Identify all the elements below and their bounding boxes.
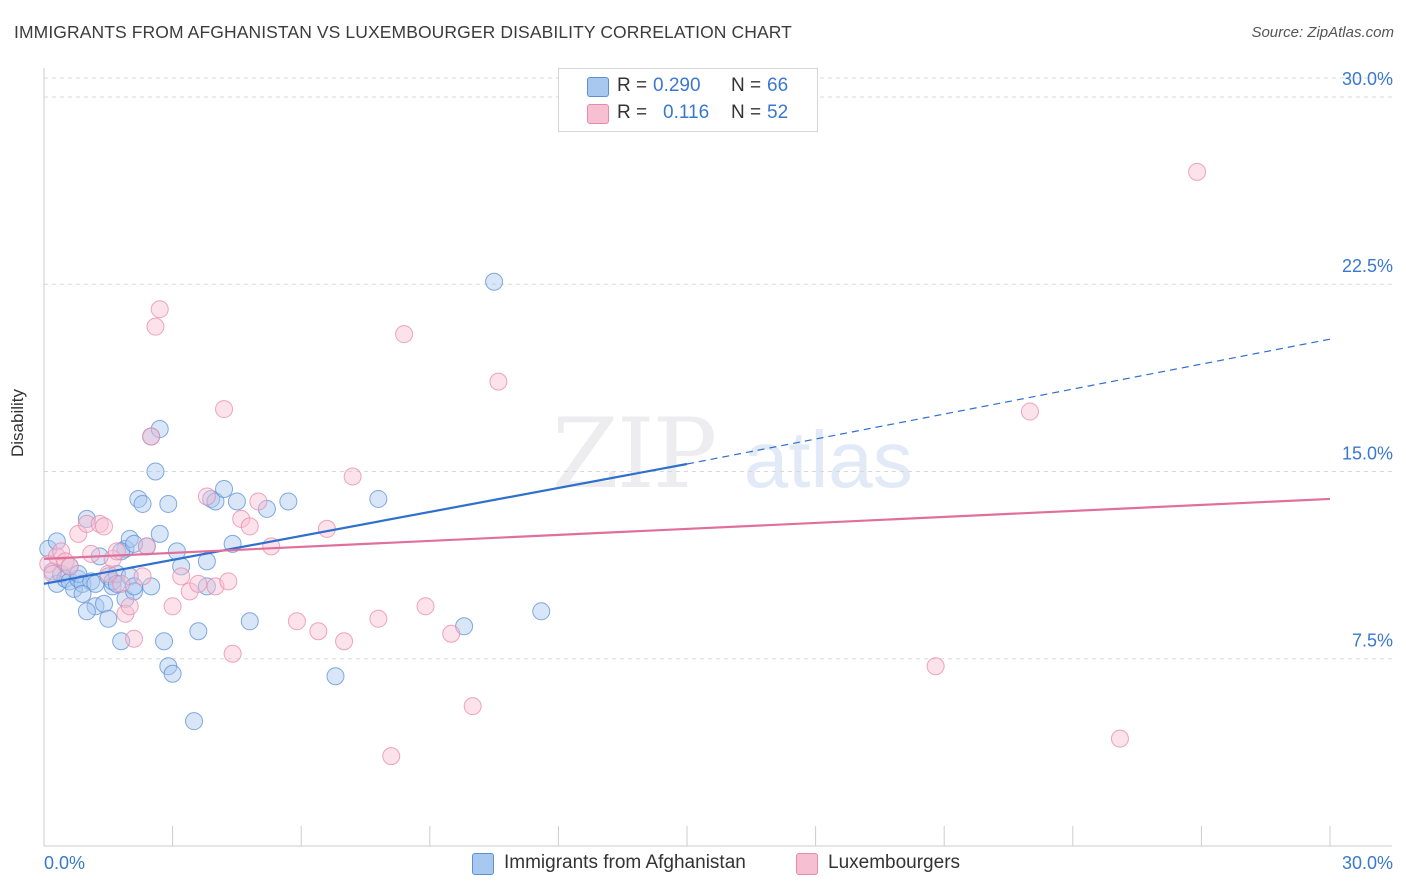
bottom-legend-label: Immigrants from Afghanistan bbox=[504, 852, 746, 873]
afghanistan-point bbox=[159, 494, 178, 513]
luxembourger-point bbox=[52, 542, 71, 561]
luxembourger-point bbox=[137, 537, 156, 556]
chart-title: IMMIGRANTS FROM AFGHANISTAN VS LUXEMBOUR… bbox=[14, 22, 792, 42]
bottom-legend-swatch-pink bbox=[796, 853, 818, 875]
y-tick-label: 30.0% bbox=[1342, 69, 1393, 89]
afghanistan-point bbox=[146, 462, 165, 481]
luxembourger-point bbox=[60, 557, 79, 576]
luxembourger-point bbox=[1188, 162, 1207, 181]
luxembourger-point bbox=[416, 597, 435, 616]
afghanistan-point bbox=[369, 489, 388, 508]
legend-swatch-blue bbox=[587, 77, 609, 97]
luxembourger-point bbox=[369, 609, 388, 628]
luxembourger-point bbox=[463, 697, 482, 716]
bottom-legend-label: Luxembourgers bbox=[828, 852, 961, 873]
luxembourger-point bbox=[82, 544, 101, 563]
luxembourger-point bbox=[1020, 402, 1039, 421]
watermark: ZIP atlas bbox=[552, 398, 913, 510]
afghanistan-trend-line bbox=[43, 462, 688, 585]
watermark-zip: ZIP bbox=[552, 398, 717, 510]
luxembourger-point bbox=[189, 574, 208, 593]
luxembourger-point bbox=[309, 622, 328, 641]
afghanistan-point bbox=[189, 622, 208, 641]
luxembourger-trend-line bbox=[43, 497, 1331, 560]
luxembourger-point bbox=[382, 747, 401, 766]
afghanistan-point bbox=[133, 494, 152, 513]
legend-r-label: R = bbox=[617, 75, 648, 96]
afghanistan-point bbox=[65, 579, 84, 598]
luxembourger-point bbox=[112, 574, 131, 593]
afghanistan-point bbox=[150, 524, 169, 543]
legend-r-value: 0.116 bbox=[663, 102, 710, 123]
luxembourger-point bbox=[142, 427, 161, 446]
luxembourger-point bbox=[133, 567, 152, 586]
afghanistan-point bbox=[99, 609, 118, 628]
source-label: Source: ZipAtlas.com bbox=[1251, 24, 1394, 41]
afghanistan-point bbox=[240, 612, 259, 631]
correlation-legend: R = 0.290 N = 66 R = 0.116 N = 52 bbox=[558, 68, 818, 132]
luxembourger-point bbox=[163, 597, 182, 616]
x-tick-label-end: 30.0% bbox=[1342, 853, 1393, 873]
luxembourger-point bbox=[125, 629, 144, 648]
bottom-legend-swatch-blue bbox=[472, 853, 494, 875]
luxembourger-point bbox=[335, 632, 354, 651]
luxembourger-point bbox=[1110, 729, 1129, 748]
luxembourger-point bbox=[219, 572, 238, 591]
afghanistan-point bbox=[206, 492, 225, 511]
y-tick-label: 7.5% bbox=[1352, 631, 1393, 651]
afghanistan-point bbox=[163, 664, 182, 683]
luxembourger-point bbox=[43, 564, 62, 583]
luxembourger-point bbox=[343, 467, 362, 486]
legend-r-value: 0.290 bbox=[653, 75, 701, 96]
afghanistan-trend-extension bbox=[686, 338, 1331, 465]
legend-n-value: 52 bbox=[767, 102, 789, 123]
y-tick-label: 15.0% bbox=[1342, 443, 1393, 463]
luxembourger-point bbox=[197, 487, 216, 506]
afghanistan-point bbox=[95, 594, 114, 613]
afghanistan-point bbox=[215, 479, 234, 498]
afghanistan-point bbox=[185, 712, 204, 731]
afghanistan-point bbox=[77, 602, 96, 621]
watermark-atlas: atlas bbox=[743, 415, 913, 504]
luxembourger-point bbox=[95, 517, 114, 536]
legend-swatch-pink bbox=[587, 104, 609, 124]
afghanistan-point bbox=[227, 492, 246, 511]
luxembourger-point bbox=[395, 325, 414, 344]
luxembourger-point bbox=[150, 300, 169, 319]
afghanistan-point bbox=[73, 584, 92, 603]
luxembourger-point bbox=[146, 317, 165, 336]
luxembourger-point bbox=[120, 597, 139, 616]
legend-n-label: N = bbox=[731, 75, 762, 96]
luxembourger-point bbox=[223, 644, 242, 663]
luxembourger-point bbox=[926, 657, 945, 676]
luxembourger-point bbox=[249, 492, 268, 511]
y-axis-label: Disability bbox=[8, 388, 27, 457]
x-tick-label-start: 0.0% bbox=[44, 853, 85, 873]
afghanistan-point bbox=[485, 272, 504, 291]
luxembourger-point bbox=[240, 517, 259, 536]
luxembourger-point bbox=[215, 400, 234, 419]
legend-n-value: 66 bbox=[767, 75, 789, 96]
afghanistan-point bbox=[532, 602, 551, 621]
afghanistan-point bbox=[326, 667, 345, 686]
afghanistan-point bbox=[279, 492, 298, 511]
legend-r-label: R = bbox=[617, 102, 648, 123]
legend-n-label: N = bbox=[731, 102, 762, 123]
afghanistan-point bbox=[155, 632, 174, 651]
luxembourger-point bbox=[107, 542, 126, 561]
y-tick-label: 22.5% bbox=[1342, 256, 1393, 276]
luxembourger-point bbox=[287, 612, 306, 631]
luxembourger-point bbox=[442, 624, 461, 643]
afghanistan-point bbox=[47, 532, 66, 551]
luxembourger-point bbox=[489, 372, 508, 391]
luxembourger-point bbox=[172, 567, 191, 586]
